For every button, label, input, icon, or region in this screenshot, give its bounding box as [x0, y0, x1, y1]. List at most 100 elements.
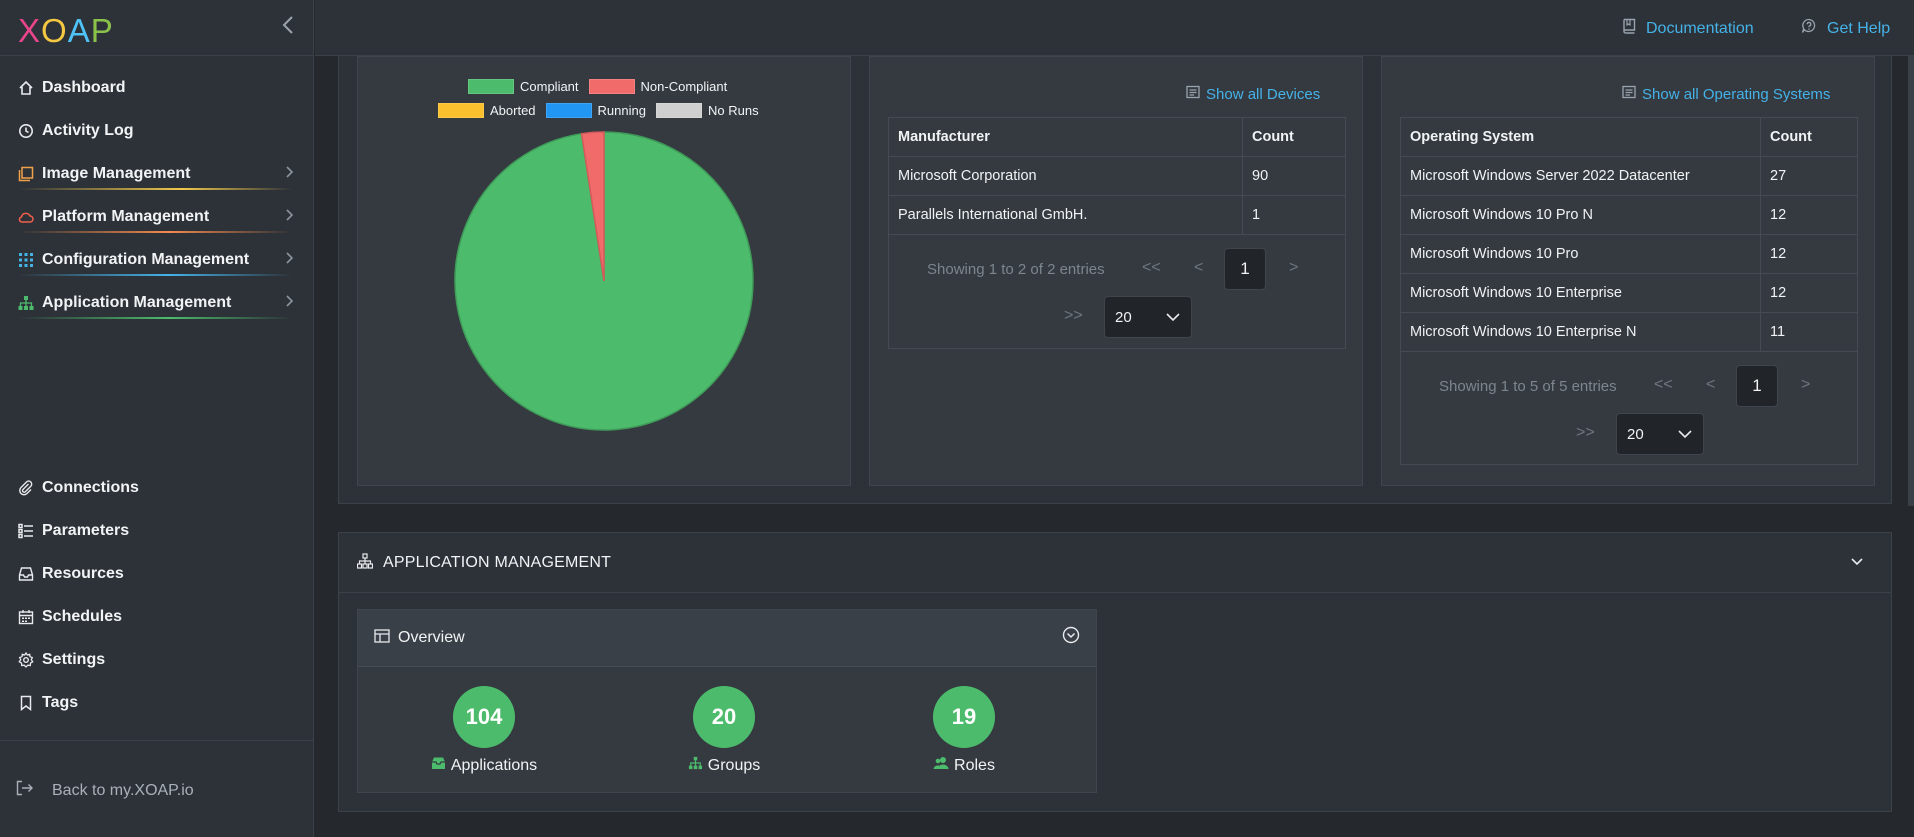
legend-item-running[interactable]: Running: [545, 103, 646, 118]
column-header-manufacturer[interactable]: Manufacturer: [888, 117, 1243, 157]
last-page-button[interactable]: >>: [1576, 424, 1595, 441]
first-page-button[interactable]: <<: [1142, 259, 1161, 276]
cell-operating-system: Microsoft Windows 10 Enterprise: [1400, 273, 1761, 313]
section-title: APPLICATION MANAGEMENT: [383, 553, 612, 571]
page-size-select[interactable]: 20: [1616, 413, 1704, 455]
logo-letter-p: P: [90, 12, 114, 49]
calendar-icon: [18, 609, 34, 625]
sidebar-divider: [0, 740, 314, 741]
sign-out-icon: [16, 780, 34, 801]
cell-count: 1: [1242, 195, 1346, 235]
stat-label-row: Roles: [884, 756, 1044, 775]
sidebar-item-label: Connections: [42, 479, 139, 496]
get-help-link[interactable]: Get Help: [1801, 18, 1890, 39]
clock-icon: [18, 123, 34, 139]
help-label: Get Help: [1827, 19, 1891, 37]
xoap-logo[interactable]: XOAP: [18, 12, 114, 50]
legend-item-compliant[interactable]: Compliant: [468, 79, 579, 94]
current-page-button[interactable]: 1: [1736, 365, 1778, 407]
sidebar-item-connections[interactable]: Connections: [0, 470, 314, 506]
sidebar-item-configuration-management[interactable]: Configuration Management: [0, 242, 314, 278]
application-management-section: APPLICATION MANAGEMENT Overview 104 Appl…: [338, 532, 1892, 812]
current-page-button[interactable]: 1: [1224, 248, 1266, 290]
collapse-toggle-icon[interactable]: [1062, 626, 1080, 648]
sitemap-icon: [688, 756, 703, 775]
bookmark-icon: [18, 695, 34, 711]
sidebar-item-parameters[interactable]: Parameters: [0, 513, 314, 549]
table-row[interactable]: Microsoft Windows 10 Pro 12: [1400, 234, 1858, 274]
sidebar-item-dashboard[interactable]: Dashboard: [0, 70, 314, 106]
chevron-down-icon[interactable]: [1849, 553, 1865, 573]
sidebar-item-label: Schedules: [42, 608, 123, 625]
sidebar-item-resources[interactable]: Resources: [0, 556, 314, 592]
legend-label: Non-Compliant: [640, 79, 728, 94]
chart-legend-row-2: Aborted Running No Runs: [438, 103, 769, 118]
sidebar-item-label: Configuration Management: [42, 251, 250, 268]
cell-operating-system: Microsoft Windows 10 Pro: [1400, 234, 1761, 274]
show-all-devices-link[interactable]: Show all Devices: [1186, 85, 1320, 103]
show-all-operating-systems-link[interactable]: Show all Operating Systems: [1622, 85, 1830, 103]
sidebar-item-label: Application Management: [42, 294, 232, 311]
stat-roles[interactable]: 19 Roles: [884, 686, 1044, 775]
last-page-button[interactable]: >>: [1064, 307, 1083, 324]
logo-letter-o: O: [41, 12, 68, 49]
sidebar-item-tags[interactable]: Tags: [0, 685, 314, 721]
stat-value: 19: [933, 686, 995, 748]
cell-manufacturer: Parallels International GmbH.: [888, 195, 1243, 235]
next-page-button[interactable]: >: [1801, 376, 1811, 393]
sidebar-item-application-management[interactable]: Application Management: [0, 285, 314, 321]
stat-label-row: Groups: [644, 756, 804, 775]
accent-line: [18, 231, 292, 233]
legend-item-aborted[interactable]: Aborted: [438, 103, 536, 118]
scrollbar[interactable]: [1908, 56, 1914, 506]
back-label: Back to my.XOAP.io: [52, 781, 194, 799]
documentation-label: Documentation: [1646, 19, 1754, 37]
sidebar-item-settings[interactable]: Settings: [0, 642, 314, 678]
cell-count: 12: [1760, 234, 1858, 274]
images-icon: [18, 166, 34, 182]
column-header-count[interactable]: Count: [1242, 117, 1346, 157]
table-row[interactable]: Microsoft Windows 10 Enterprise N 11: [1400, 312, 1858, 352]
chevron-right-icon: [285, 294, 294, 313]
pie-slice-non-compliant[interactable]: [580, 131, 605, 282]
stat-applications[interactable]: 104 Applications: [404, 686, 564, 775]
column-header-operating-system[interactable]: Operating System: [1400, 117, 1761, 157]
compliance-pie-chart: [454, 131, 754, 431]
column-header-count[interactable]: Count: [1760, 117, 1858, 157]
legend-item-no-runs[interactable]: No Runs: [655, 103, 759, 118]
accent-line: [18, 188, 292, 190]
pager-info: Showing 1 to 2 of 2 entries: [927, 261, 1105, 278]
first-page-button[interactable]: <<: [1654, 376, 1673, 393]
accent-line: [18, 317, 292, 319]
next-page-button[interactable]: >: [1289, 259, 1299, 276]
sidebar-item-image-management[interactable]: Image Management: [0, 156, 314, 192]
pager-info: Showing 1 to 5 of 5 entries: [1439, 378, 1617, 395]
table-row[interactable]: Microsoft Windows Server 2022 Datacenter…: [1400, 156, 1858, 196]
list-icon: [18, 523, 34, 539]
table-row[interactable]: Microsoft Corporation 90: [888, 156, 1346, 196]
sidebar-item-label: Tags: [42, 694, 79, 711]
table-row[interactable]: Parallels International GmbH. 1: [888, 195, 1346, 235]
sidebar-item-schedules[interactable]: Schedules: [0, 599, 314, 635]
application-management-header[interactable]: APPLICATION MANAGEMENT: [339, 533, 1891, 593]
back-to-xoap-link[interactable]: Back to my.XOAP.io: [16, 780, 194, 801]
users-icon: [933, 756, 949, 775]
accent-line: [18, 274, 292, 276]
prev-page-button[interactable]: <: [1706, 376, 1716, 393]
prev-page-button[interactable]: <: [1194, 259, 1204, 276]
cell-operating-system: Microsoft Windows 10 Pro N: [1400, 195, 1761, 235]
documentation-link[interactable]: Documentation: [1622, 18, 1754, 39]
table-row[interactable]: Microsoft Windows 10 Pro N 12: [1400, 195, 1858, 235]
table-row[interactable]: Microsoft Windows 10 Enterprise 12: [1400, 273, 1858, 313]
chevron-right-icon: [285, 165, 294, 184]
logo-row: XOAP: [0, 0, 313, 56]
stat-label: Groups: [707, 756, 761, 774]
legend-item-non-compliant[interactable]: Non-Compliant: [588, 79, 728, 94]
sidebar-item-activity-log[interactable]: Activity Log: [0, 113, 314, 149]
page-size-select[interactable]: 20: [1104, 296, 1192, 338]
stat-label: Applications: [450, 756, 538, 774]
sidebar-item-platform-management[interactable]: Platform Management: [0, 199, 314, 235]
collapse-sidebar-icon[interactable]: [281, 14, 295, 42]
stat-groups[interactable]: 20 Groups: [644, 686, 804, 775]
cell-count: 12: [1760, 195, 1858, 235]
